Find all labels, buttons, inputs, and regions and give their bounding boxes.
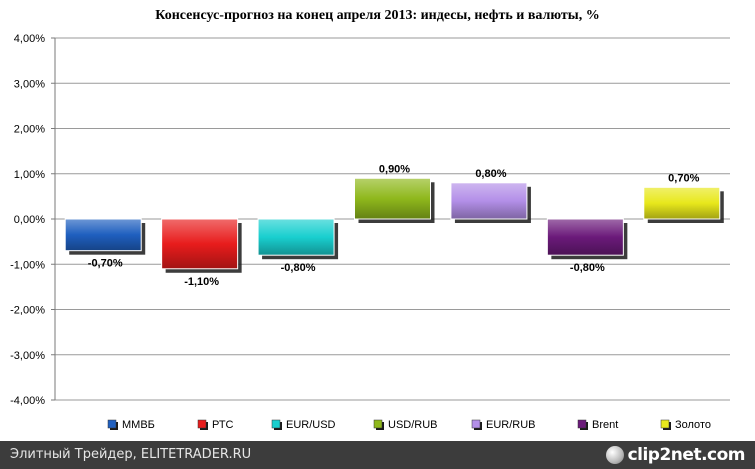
legend-swatch bbox=[271, 419, 281, 429]
y-tick-label: 4,00% bbox=[14, 33, 45, 45]
data-label: -1,10% bbox=[184, 276, 219, 288]
legend-swatch bbox=[660, 419, 670, 429]
legend-swatch bbox=[577, 419, 587, 429]
footer-bar: Элитный Трейдер, ELITETRADER.RU clip2net… bbox=[0, 441, 755, 469]
legend-label: Золото bbox=[675, 419, 711, 431]
y-tick-label: -4,00% bbox=[10, 395, 45, 407]
data-label: -0,80% bbox=[570, 262, 605, 274]
clip2net-logo: clip2net.com bbox=[605, 445, 746, 465]
bar bbox=[257, 218, 335, 256]
legend-swatch bbox=[373, 419, 383, 429]
y-tick-label: -3,00% bbox=[10, 350, 45, 362]
legend-label: РТС bbox=[212, 419, 234, 431]
legend-swatch bbox=[107, 419, 117, 429]
bar bbox=[64, 218, 142, 252]
legend-label: USD/RUB bbox=[388, 419, 438, 431]
bar bbox=[354, 177, 431, 220]
bar bbox=[450, 182, 528, 220]
chart-title: Консенсус-прогноз на конец апреля 2013: … bbox=[155, 8, 600, 23]
y-tick-label: 2,00% bbox=[14, 124, 45, 136]
data-label: 0,70% bbox=[668, 172, 699, 184]
clip2net-logo-text: clip2net.com bbox=[627, 445, 746, 465]
data-label: 0,90% bbox=[379, 163, 410, 175]
y-tick-label: -1,00% bbox=[10, 259, 45, 271]
y-tick-label: -2,00% bbox=[10, 305, 45, 317]
bar bbox=[161, 218, 239, 270]
footer-source-text: Элитный Трейдер, ELITETRADER.RU bbox=[10, 447, 252, 462]
legend-swatch bbox=[471, 419, 481, 429]
legend-label: Brent bbox=[592, 419, 618, 431]
y-tick-label: 0,00% bbox=[14, 214, 45, 226]
data-label: -0,70% bbox=[88, 258, 123, 270]
legend-label: EUR/RUB bbox=[486, 419, 536, 431]
clip2net-logo-icon bbox=[605, 446, 624, 464]
y-tick-label: 3,00% bbox=[14, 78, 45, 90]
data-label: -0,80% bbox=[281, 262, 316, 274]
bar bbox=[546, 218, 624, 256]
legend-label: EUR/USD bbox=[286, 419, 336, 431]
legend-swatch bbox=[197, 419, 207, 429]
bar-chart: 4,00% 3,00% 2,00% 1,00% 0,00% -1,00% -2,00% -3,… bbox=[10, 33, 730, 431]
bar bbox=[643, 186, 721, 220]
legend-label: ММВБ bbox=[122, 419, 155, 431]
data-label: 0,80% bbox=[475, 168, 506, 180]
y-tick-label: 1,00% bbox=[14, 169, 45, 181]
